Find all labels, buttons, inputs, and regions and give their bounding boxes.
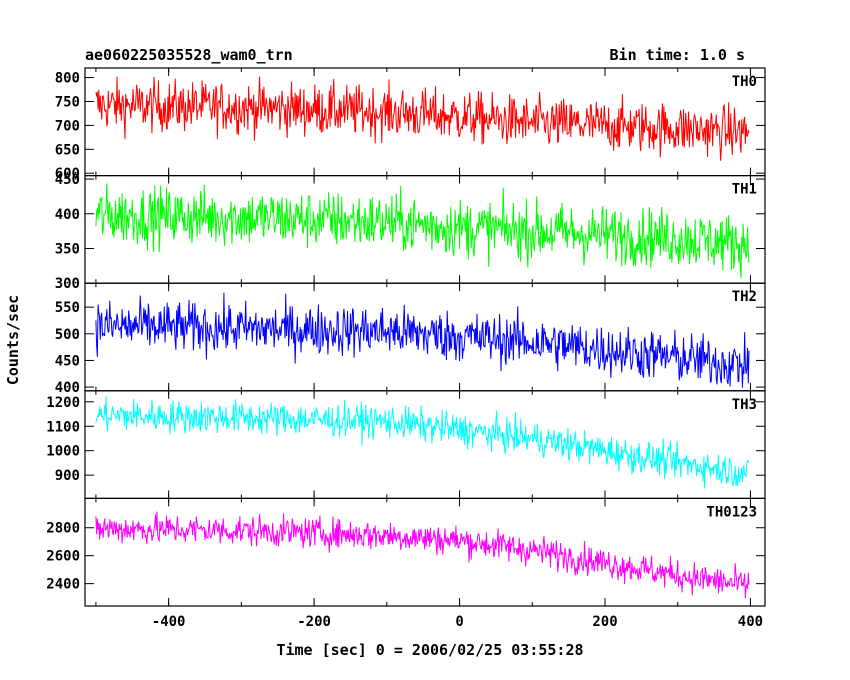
x-tick-label: 0 <box>455 614 463 630</box>
y-tick-label: 650 <box>55 142 80 158</box>
panel-th0: 600 650 700 750 800 TH0 <box>55 67 766 182</box>
x-tick-label: 200 <box>592 614 617 630</box>
y-tick-label: 2800 <box>46 521 80 537</box>
y-tick-label: 350 <box>55 241 80 257</box>
panel-label-th0123: TH0123 <box>706 504 757 520</box>
y-tick-label: 450 <box>55 353 80 369</box>
panel-th3: 900 1000 1100 1200 TH3 <box>46 390 766 499</box>
series-line-th0 <box>95 76 750 161</box>
y-tick-label: 550 <box>55 300 80 316</box>
series-line-th1 <box>95 183 750 279</box>
y-tick-label: 1200 <box>46 395 80 411</box>
y-tick-label: 500 <box>55 327 80 343</box>
y-tick-label: 2400 <box>46 577 80 593</box>
y-tick-label: 900 <box>55 468 80 484</box>
series-line-th3 <box>95 396 750 489</box>
x-tick-label: -400 <box>152 614 186 630</box>
y-tick-label: 300 <box>55 276 80 292</box>
plot-area: 600 650 700 750 800 TH0 300 350 400 450 TH1 400 450 5… <box>46 67 766 630</box>
panel-label-th1: TH1 <box>732 182 757 198</box>
series-line-th2 <box>95 292 750 388</box>
panel-th2: 400 450 500 550 TH2 <box>55 282 766 396</box>
panel-th0123: 2400 2600 2800 TH0123 <box>46 497 766 607</box>
y-tick-label: 2600 <box>46 549 80 565</box>
panel-frame <box>84 497 766 607</box>
y-tick-label: 700 <box>55 118 80 134</box>
chart-title: ae060225035528_wam0_trn <box>85 46 293 64</box>
y-tick-label: 1100 <box>46 419 80 435</box>
x-tick-label: 400 <box>738 614 763 630</box>
y-tick-label: 1000 <box>46 444 80 460</box>
y-axis-label: Counts/sec <box>4 295 22 385</box>
panel-th1: 300 350 400 450 TH1 <box>55 172 766 292</box>
x-axis-label: Time [sec] 0 = 2006/02/25 03:55:28 <box>276 641 583 659</box>
y-tick-label: 400 <box>55 380 80 396</box>
panel-label-th2: TH2 <box>732 289 757 305</box>
y-tick-label: 400 <box>55 207 80 223</box>
panel-label-th0: TH0 <box>732 74 757 90</box>
y-tick-label: 600 <box>55 166 80 182</box>
y-tick-label: 750 <box>55 94 80 110</box>
series-line-th0123 <box>95 511 750 599</box>
panel-frame <box>84 282 766 392</box>
bin-time-label: Bin time: 1.0 s <box>610 46 745 64</box>
y-tick-label: 450 <box>55 172 80 188</box>
x-tick-label: -200 <box>297 614 331 630</box>
y-tick-label: 800 <box>55 71 80 87</box>
panel-label-th3: TH3 <box>732 397 757 413</box>
